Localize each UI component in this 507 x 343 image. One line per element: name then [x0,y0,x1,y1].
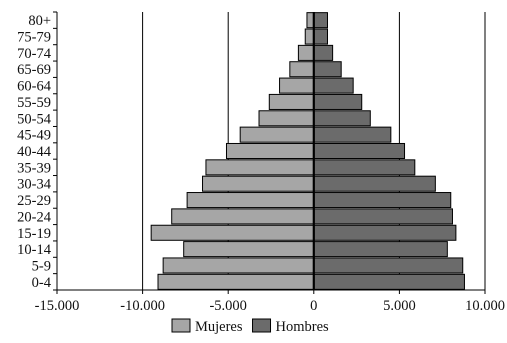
bar-hombres-10-14 [313,241,448,258]
bar-mujeres-65-69 [289,61,315,78]
bar-mujeres-70-74 [297,44,315,61]
bar-hombres-80+ [313,12,328,29]
axes [53,11,486,294]
x-tick-label: 5.000 [383,298,416,314]
bar-mujeres-50-54 [258,110,315,127]
y-tick-label: 45-49 [17,128,51,144]
bar-mujeres-55-59 [268,93,315,110]
bar-mujeres-30-34 [202,175,315,192]
bar-mujeres-75-79 [304,28,315,45]
x-tick-label: -5.000 [209,298,246,314]
legend: Mujeres Hombres [171,318,330,335]
bar-mujeres-10-14 [183,241,315,258]
y-tick-label: 50-54 [17,111,52,127]
x-tick-label: 10.000 [465,298,505,314]
bars [150,12,465,290]
y-tick-label: 60-64 [17,79,52,95]
y-tick-label: 20-24 [17,209,52,225]
legend-label-mujeres: Mujeres [195,319,243,335]
y-tick-label: 80+ [28,13,51,29]
y-tick-label: 40-44 [17,144,52,160]
bar-hombres-45-49 [313,126,392,143]
y-tick-label: 15-19 [17,226,51,242]
y-tick-label: 0-4 [32,275,52,291]
x-axis-labels: -15.000 -10.000 -5.000 0 5.000 10.000 [35,298,505,314]
bar-mujeres-25-29 [186,192,315,209]
bar-hombres-15-19 [313,224,457,241]
y-tick-label: 5-9 [32,258,51,274]
y-tick-label: 65-69 [17,62,51,78]
x-tick-label: -15.000 [35,298,80,314]
legend-swatch-hombres [252,318,272,333]
bar-hombres-20-24 [313,208,453,225]
bar-mujeres-60-64 [279,77,315,94]
bar-hombres-60-64 [313,77,354,94]
bar-hombres-5-9 [313,257,464,274]
y-tick-label: 10-14 [17,242,52,258]
bar-mujeres-15-19 [150,224,315,241]
legend-label-hombres: Hombres [276,319,330,335]
bar-hombres-0-4 [313,273,465,290]
bar-hombres-70-74 [313,44,334,61]
bar-hombres-35-39 [313,159,416,176]
bar-hombres-65-69 [313,61,342,78]
y-axis-labels: 0-45-910-1415-1920-2425-2930-3435-3940-4… [17,13,52,291]
bar-mujeres-5-9 [162,257,315,274]
bar-hombres-40-44 [313,142,406,160]
bar-hombres-75-79 [313,28,328,45]
y-tick-label: 55-59 [17,95,51,111]
y-tick-label: 75-79 [17,30,51,46]
x-tick-label: 0 [310,298,317,314]
y-tick-label: 30-34 [17,177,52,193]
bar-mujeres-35-39 [205,159,315,176]
y-tick-label: 35-39 [17,160,51,176]
bar-hombres-30-34 [313,175,436,192]
y-tick-label: 70-74 [17,46,52,62]
y-tick-label: 25-29 [17,193,51,209]
legend-swatch-mujeres [171,318,191,333]
bar-mujeres-45-49 [239,126,315,143]
bar-mujeres-20-24 [171,208,315,225]
bar-mujeres-0-4 [157,273,315,290]
bar-hombres-25-29 [313,192,452,209]
bar-hombres-55-59 [313,93,363,110]
bar-mujeres-40-44 [225,142,315,160]
x-tick-label: -10.000 [120,298,165,314]
bar-hombres-50-54 [313,110,371,127]
